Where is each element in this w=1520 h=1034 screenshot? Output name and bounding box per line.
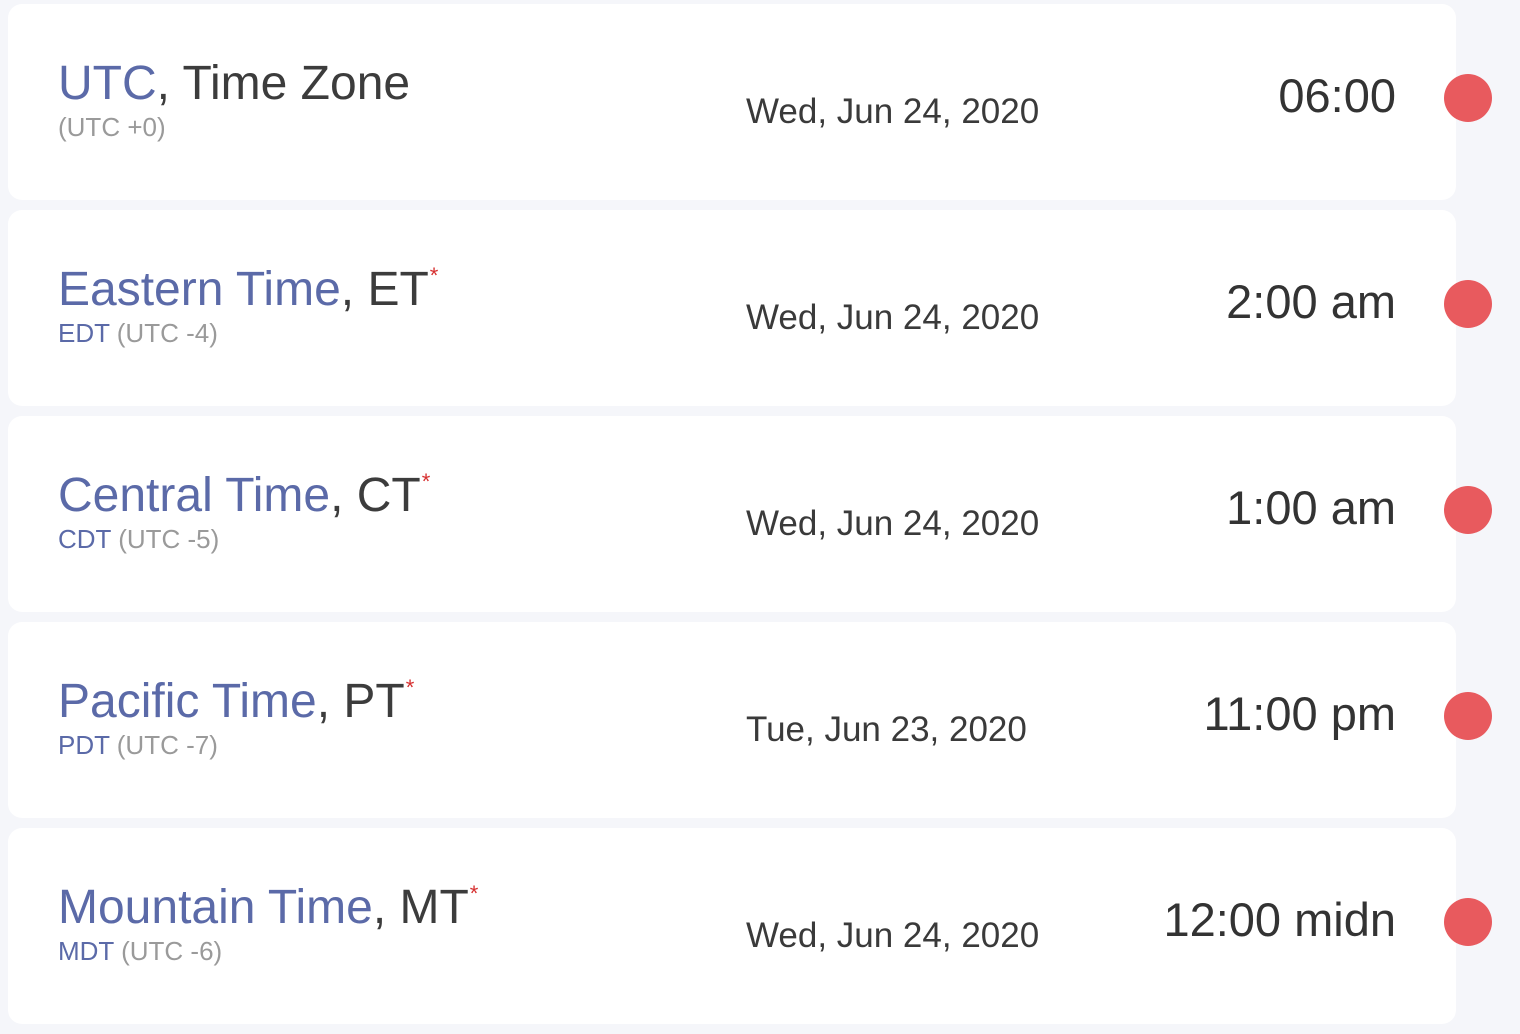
zone-offset: (UTC -6) [121, 936, 223, 966]
zone-offset: (UTC -4) [116, 318, 218, 348]
zone-offset: (UTC +0) [58, 112, 166, 142]
zone-name-link[interactable]: UTC [58, 57, 157, 110]
time-zone-card-utc[interactable]: UTC, Time Zone (UTC +0) Wed, Jun 24, 202… [8, 4, 1492, 200]
status-dot-icon[interactable] [1444, 74, 1492, 122]
status-dot-icon[interactable] [1444, 898, 1492, 946]
time-zone-card-pacific[interactable]: Pacific Time, PT* PDT (UTC -7) Tue, Jun … [8, 622, 1492, 818]
time-zone-card-central[interactable]: Central Time, CT* CDT (UTC -5) Wed, Jun … [8, 416, 1492, 612]
status-dot-icon[interactable] [1444, 486, 1492, 534]
zone-suffix: , PT [316, 675, 405, 728]
zone-name-link[interactable]: Mountain Time [58, 881, 373, 934]
zone-offset: (UTC -7) [116, 730, 218, 760]
zone-date: Wed, Jun 24, 2020 [746, 916, 1040, 955]
zone-title: Pacific Time, PT* [58, 674, 414, 738]
zone-abbreviation: EDT [58, 318, 110, 348]
zone-name-link[interactable]: Central Time [58, 469, 331, 522]
zone-subtitle: PDT (UTC -7) [58, 730, 218, 760]
zone-subtitle: MDT (UTC -6) [58, 936, 222, 966]
time-zone-card-mountain[interactable]: Mountain Time, MT* MDT (UTC -6) Wed, Jun… [8, 828, 1492, 1024]
zone-subtitle: CDT (UTC -5) [58, 524, 219, 554]
zone-title: Mountain Time, MT* [58, 880, 478, 944]
zone-abbreviation: MDT [58, 936, 114, 966]
zone-suffix: , CT [330, 469, 421, 522]
time-zone-card-eastern[interactable]: Eastern Time, ET* EDT (UTC -4) Wed, Jun … [8, 210, 1492, 406]
zone-suffix: , MT [372, 881, 469, 934]
zone-abbreviation: CDT [58, 524, 111, 554]
zone-title: Eastern Time, ET* [58, 262, 438, 326]
status-dot-icon[interactable] [1444, 692, 1492, 740]
zone-date: Tue, Jun 23, 2020 [746, 710, 1027, 749]
dst-asterisk: * [405, 675, 415, 700]
zone-suffix: , Time Zone [156, 57, 411, 110]
dst-asterisk: * [421, 469, 431, 494]
zone-time: 12:00 midn [1163, 893, 1396, 946]
zone-name-link[interactable]: Eastern Time [58, 263, 341, 316]
zone-date: Wed, Jun 24, 2020 [746, 298, 1040, 337]
zone-offset: (UTC -5) [118, 524, 220, 554]
time-zone-list: UTC, Time Zone (UTC +0) Wed, Jun 24, 202… [8, 4, 1492, 1034]
zone-name-link[interactable]: Pacific Time [58, 675, 317, 728]
zone-abbreviation: PDT [58, 730, 110, 760]
zone-subtitle: (UTC +0) [58, 112, 166, 142]
status-dot-icon[interactable] [1444, 280, 1492, 328]
zone-subtitle: EDT (UTC -4) [58, 318, 218, 348]
zone-time: 2:00 am [1226, 275, 1396, 328]
dst-asterisk: * [469, 881, 479, 906]
zone-date: Wed, Jun 24, 2020 [746, 504, 1040, 543]
dst-asterisk: * [429, 263, 439, 288]
zone-time: 06:00 [1278, 69, 1396, 122]
zone-time: 11:00 pm [1203, 687, 1396, 740]
zone-time: 1:00 am [1226, 481, 1396, 534]
zone-title: UTC, Time Zone [58, 56, 411, 120]
zone-suffix: , ET [340, 263, 429, 316]
zone-title: Central Time, CT* [58, 468, 430, 532]
zone-date: Wed, Jun 24, 2020 [746, 92, 1040, 131]
